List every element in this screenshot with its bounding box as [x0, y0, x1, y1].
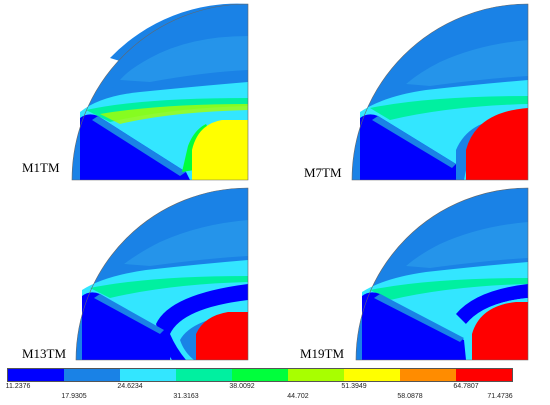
legend-swatch-8 [400, 369, 456, 381]
core-region [472, 302, 528, 360]
legend-swatch-7 [344, 369, 400, 381]
color-legend: 11.2376 17.9305 24.6234 31.3163 38.0092 … [5, 367, 513, 403]
legend-tick-label: 17.9305 [61, 393, 87, 400]
contour-plot [355, 187, 529, 361]
panel-label: M19TM [300, 346, 345, 361]
legend-tick-label: 58.0878 [397, 393, 423, 400]
legend-swatch-2 [64, 369, 120, 381]
contour-plot [71, 3, 249, 181]
panel-label: M13TM [22, 346, 67, 361]
contour-panel-m19tm: M19TM [280, 184, 550, 364]
contour-panel-m1tm: M1TM [0, 0, 275, 184]
legend-tick-label: 51.3949 [341, 383, 367, 390]
legend-tick-label: 31.3163 [173, 393, 199, 400]
core-region [196, 312, 248, 360]
legend-tick-label: 71.4736 [487, 393, 513, 400]
legend-swatch-6 [288, 369, 344, 381]
legend-swatch-4 [176, 369, 232, 381]
legend-swatch-5 [232, 369, 288, 381]
contour-panel-m7tm: M7TM [280, 0, 550, 184]
legend-swatch-3 [120, 369, 176, 381]
panel-label: M7TM [304, 165, 342, 180]
legend-color-bar [7, 368, 513, 382]
contour-plot [351, 3, 529, 181]
contour-plot [75, 187, 249, 361]
legend-tick-label: 44.702 [287, 393, 309, 400]
legend-tick-label: 24.6234 [117, 383, 143, 390]
legend-tick-label: 64.7807 [453, 383, 479, 390]
core-region [466, 108, 528, 180]
panel-label: M1TM [22, 160, 60, 175]
core-region [192, 120, 248, 180]
legend-swatch-1 [8, 369, 64, 381]
legend-tick-label: 38.0092 [229, 383, 255, 390]
legend-tick-label: 11.2376 [5, 383, 31, 390]
legend-swatch-9 [456, 369, 512, 381]
contour-panel-m13tm: M13TM [0, 184, 275, 364]
